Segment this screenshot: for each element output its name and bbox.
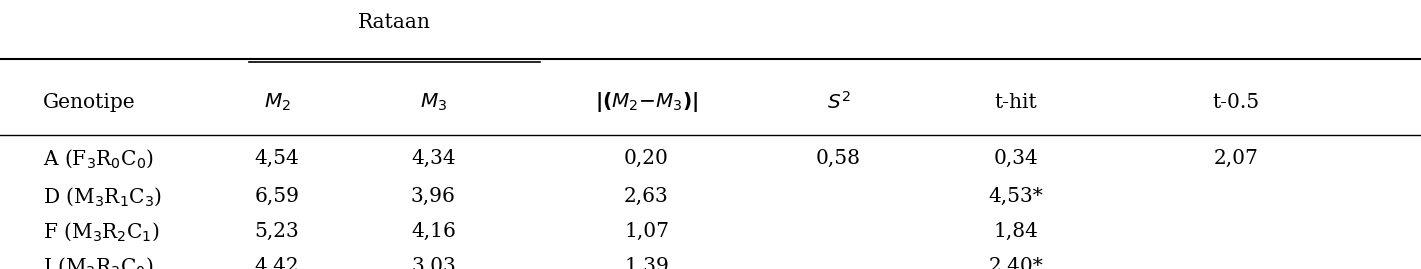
Text: 0,20: 0,20 xyxy=(624,149,669,168)
Text: 4,34: 4,34 xyxy=(411,149,456,168)
Text: Genotipe: Genotipe xyxy=(43,93,135,112)
Text: 4,54: 4,54 xyxy=(254,149,300,168)
Text: $\boldsymbol{M_3}$: $\boldsymbol{M_3}$ xyxy=(419,91,448,113)
Text: 4,16: 4,16 xyxy=(411,222,456,241)
Text: t-0.5: t-0.5 xyxy=(1212,93,1260,112)
Text: $\boldsymbol{M_2}$: $\boldsymbol{M_2}$ xyxy=(264,91,290,113)
Text: 3,03: 3,03 xyxy=(411,257,456,269)
Text: 1,84: 1,84 xyxy=(993,222,1039,241)
Text: 4,42: 4,42 xyxy=(254,257,300,269)
Text: A (F$_3$R$_0$C$_0$): A (F$_3$R$_0$C$_0$) xyxy=(43,147,153,170)
Text: Rataan: Rataan xyxy=(358,13,431,32)
Text: 2,40*: 2,40* xyxy=(989,257,1043,269)
Text: 2,07: 2,07 xyxy=(1214,149,1259,168)
Text: 4,53*: 4,53* xyxy=(989,187,1043,206)
Text: t-hit: t-hit xyxy=(995,93,1037,112)
Text: 5,23: 5,23 xyxy=(254,222,300,241)
Text: I (M$_3$R$_3$C$_0$): I (M$_3$R$_3$C$_0$) xyxy=(43,255,153,269)
Text: 0,58: 0,58 xyxy=(816,149,861,168)
Text: 3,96: 3,96 xyxy=(411,187,456,206)
Text: F (M$_3$R$_2$C$_1$): F (M$_3$R$_2$C$_1$) xyxy=(43,220,159,243)
Text: $\boldsymbol{|(M_2{-}M_3)|}$: $\boldsymbol{|(M_2{-}M_3)|}$ xyxy=(595,90,698,114)
Text: 0,34: 0,34 xyxy=(993,149,1039,168)
Text: D (M$_3$R$_1$C$_3$): D (M$_3$R$_1$C$_3$) xyxy=(43,185,162,208)
Text: $S^2$: $S^2$ xyxy=(827,91,850,113)
Text: 1,39: 1,39 xyxy=(624,257,669,269)
Text: 1,07: 1,07 xyxy=(624,222,669,241)
Text: 6,59: 6,59 xyxy=(254,187,300,206)
Text: 2,63: 2,63 xyxy=(624,187,669,206)
